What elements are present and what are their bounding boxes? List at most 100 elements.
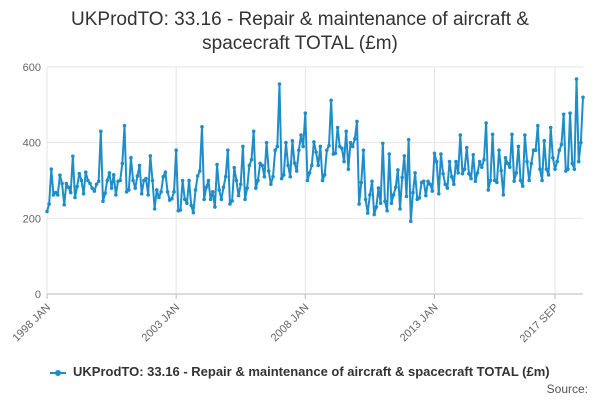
data-point[interactable] — [247, 163, 252, 168]
data-point[interactable] — [512, 179, 516, 184]
data-point[interactable] — [208, 197, 213, 202]
data-point[interactable] — [53, 190, 58, 195]
data-point[interactable] — [357, 202, 361, 206]
data-point[interactable] — [439, 152, 443, 156]
data-point[interactable] — [322, 173, 327, 177]
data-point[interactable] — [58, 173, 62, 177]
data-point[interactable] — [572, 167, 577, 171]
data-point[interactable] — [568, 111, 572, 115]
data-point[interactable] — [228, 202, 232, 206]
data-point[interactable] — [396, 168, 400, 172]
data-point[interactable] — [127, 188, 131, 192]
data-point[interactable] — [533, 148, 538, 153]
data-point[interactable] — [467, 171, 471, 176]
data-point[interactable] — [284, 140, 288, 145]
data-point[interactable] — [75, 184, 79, 189]
data-point[interactable] — [92, 189, 97, 193]
data-point[interactable] — [275, 144, 280, 149]
data-point[interactable] — [335, 125, 340, 130]
data-point[interactable] — [307, 171, 312, 175]
data-point[interactable] — [51, 193, 56, 197]
data-point[interactable] — [277, 82, 282, 86]
data-point[interactable] — [122, 123, 127, 128]
data-point[interactable] — [236, 193, 241, 198]
data-point[interactable] — [139, 191, 144, 196]
data-point[interactable] — [234, 178, 239, 183]
data-point[interactable] — [226, 148, 230, 153]
data-point[interactable] — [540, 178, 544, 183]
data-point[interactable] — [579, 140, 583, 145]
data-point[interactable] — [219, 197, 224, 202]
data-point[interactable] — [505, 161, 510, 166]
data-point[interactable] — [299, 133, 303, 137]
data-point[interactable] — [202, 197, 206, 202]
data-point[interactable] — [445, 186, 450, 190]
data-point[interactable] — [428, 182, 432, 187]
data-point[interactable] — [441, 171, 445, 176]
data-point[interactable] — [376, 186, 381, 190]
data-point[interactable] — [200, 124, 204, 129]
data-point[interactable] — [342, 159, 346, 164]
data-point[interactable] — [353, 137, 357, 141]
data-point[interactable] — [193, 188, 198, 192]
data-point[interactable] — [387, 152, 392, 156]
data-point[interactable] — [408, 219, 413, 224]
data-point[interactable] — [45, 209, 49, 214]
data-point[interactable] — [460, 171, 465, 176]
data-point[interactable] — [185, 201, 189, 205]
data-point[interactable] — [536, 123, 540, 128]
data-point[interactable] — [566, 167, 570, 171]
data-point[interactable] — [107, 171, 112, 175]
data-point[interactable] — [256, 178, 260, 183]
data-point[interactable] — [391, 193, 396, 197]
data-point[interactable] — [497, 148, 501, 153]
data-point[interactable] — [503, 156, 508, 160]
data-point[interactable] — [309, 163, 314, 168]
data-point[interactable] — [527, 178, 531, 183]
data-point[interactable] — [189, 203, 194, 208]
data-point[interactable] — [404, 194, 409, 199]
data-point[interactable] — [514, 171, 519, 175]
data-point[interactable] — [49, 167, 54, 171]
data-point[interactable] — [359, 180, 364, 185]
data-point[interactable] — [170, 196, 174, 201]
data-point[interactable] — [555, 159, 559, 164]
data-point[interactable] — [178, 208, 183, 212]
data-point[interactable] — [350, 144, 355, 149]
data-point[interactable] — [516, 144, 521, 149]
data-point[interactable] — [245, 186, 249, 190]
data-point[interactable] — [204, 185, 209, 190]
data-point[interactable] — [301, 144, 305, 149]
data-point[interactable] — [83, 170, 88, 174]
data-point[interactable] — [426, 179, 430, 184]
data-point[interactable] — [294, 169, 299, 173]
data-point[interactable] — [163, 170, 168, 174]
data-point[interactable] — [544, 167, 549, 171]
data-point[interactable] — [96, 179, 101, 184]
data-point[interactable] — [432, 151, 437, 156]
data-point[interactable] — [490, 132, 495, 137]
data-point[interactable] — [238, 182, 243, 187]
data-point[interactable] — [475, 171, 480, 175]
data-point[interactable] — [557, 148, 562, 153]
data-point[interactable] — [60, 181, 64, 186]
data-point[interactable] — [413, 171, 417, 175]
data-point[interactable] — [221, 185, 226, 190]
data-point[interactable] — [73, 195, 77, 200]
data-point[interactable] — [55, 193, 60, 197]
data-point[interactable] — [81, 191, 86, 196]
data-point[interactable] — [365, 211, 370, 215]
data-point[interactable] — [411, 190, 415, 195]
data-point[interactable] — [251, 129, 256, 134]
data-point[interactable] — [249, 157, 254, 162]
data-point[interactable] — [576, 159, 581, 164]
data-point[interactable] — [374, 205, 379, 209]
data-point[interactable] — [488, 178, 493, 183]
data-point[interactable] — [477, 159, 482, 164]
data-point[interactable] — [271, 174, 275, 179]
data-point[interactable] — [71, 154, 75, 159]
data-point[interactable] — [305, 178, 310, 183]
data-point[interactable] — [316, 163, 321, 168]
data-point[interactable] — [559, 142, 564, 147]
data-point[interactable] — [118, 178, 122, 183]
